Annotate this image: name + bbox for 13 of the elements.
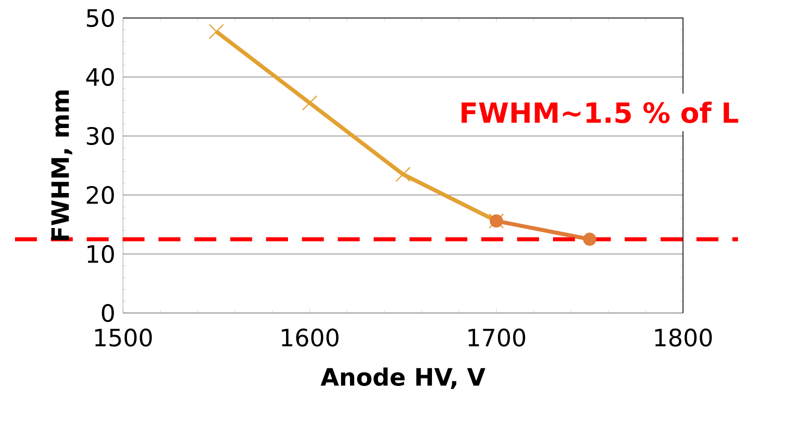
- x-tick-label: 1500: [95, 328, 152, 347]
- y-tick-label: 40: [86, 68, 114, 86]
- annotation: FWHM~1.5 % of L: [462, 102, 738, 124]
- x-tick-label: 1600: [282, 328, 338, 347]
- y-tick-label: 30: [86, 126, 114, 146]
- y-tick-label: 10: [88, 244, 114, 264]
- x-tick-label: 1800: [655, 328, 712, 347]
- y-tick-label: 50: [86, 8, 114, 28]
- x-tick-label: 1700: [468, 328, 526, 347]
- y-axis-title: FWHM, mm: [51, 90, 72, 240]
- y-tick-label: 0: [102, 304, 114, 322]
- x-axis-title: Anode HV, V: [320, 367, 486, 389]
- y-tick-label: 20: [86, 186, 114, 204]
